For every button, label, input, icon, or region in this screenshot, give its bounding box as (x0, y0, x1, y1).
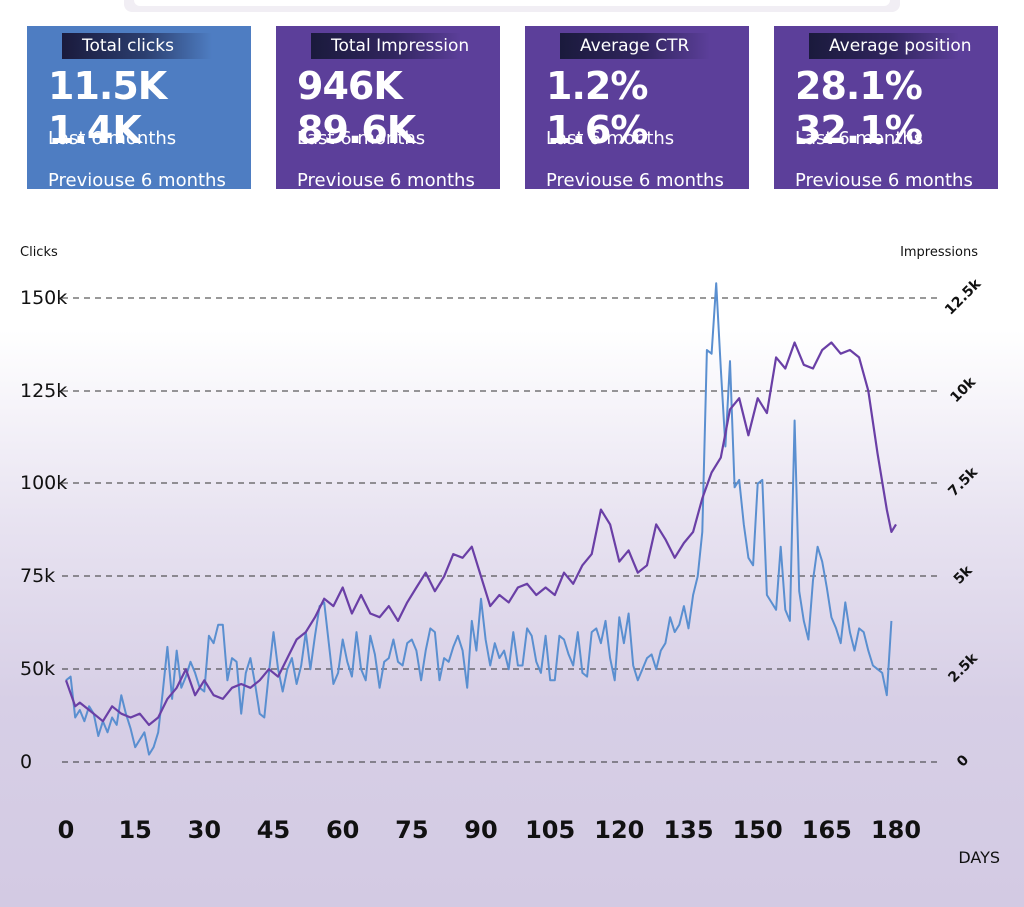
kpi-title: Average position (809, 33, 972, 59)
kpi-previous-label: Previouse 6 months (297, 170, 475, 191)
x-tick-label: 165 (802, 816, 852, 844)
kpi-current-value: 946K (297, 64, 403, 108)
y-left-tick-label: 0 (20, 751, 32, 773)
x-tick-label: 90 (464, 816, 497, 844)
kpi-previous-value: 1.4K (48, 108, 142, 152)
x-tick-label: 45 (257, 816, 290, 844)
y-right-tick-label: 10k (947, 374, 979, 406)
x-tick-label: 135 (663, 816, 713, 844)
x-axis-title: DAYS (958, 848, 1000, 867)
x-tick-label: 180 (871, 816, 921, 844)
kpi-title: Total Impression (311, 33, 469, 59)
kpi-card-average-ctr: Average CTR 1.2% Last 6 months 1.6% Prev… (525, 26, 749, 191)
x-tick-label: 0 (58, 816, 75, 844)
kpi-current-value: 1.2% (546, 64, 648, 108)
kpi-card-total-impression: Total Impression 946K Last 6 months 89.6… (276, 26, 500, 191)
kpi-title: Average CTR (560, 33, 710, 59)
y-right-tick-label: 12.5k (942, 276, 985, 319)
y-right-tick-label: 2.5k (945, 650, 981, 686)
series-line-impressions (64, 341, 897, 726)
x-tick-label: 15 (118, 816, 151, 844)
y-right-tick-label: 7.5k (945, 464, 981, 500)
y-left-tick-label: 150k (20, 287, 67, 309)
top-panel-edge (124, 0, 900, 12)
x-tick-label: 105 (525, 816, 575, 844)
y-left-tick-label: 50k (20, 658, 55, 680)
y-right-tick-label: 5k (951, 562, 976, 587)
y-left-tick-label: 125k (20, 380, 67, 402)
kpi-current-label: Last 6 months (48, 128, 177, 149)
top-panel-inner (134, 0, 890, 6)
kpi-current-value: 28.1% (795, 64, 923, 108)
x-tick-label: 150 (733, 816, 783, 844)
y-left-tick-label: 100k (20, 472, 67, 494)
kpi-previous-label: Previouse 6 months (48, 170, 226, 191)
kpi-card-total-clicks: Total clicks 11.5K Last 6 months 1.4K Pr… (27, 26, 251, 191)
series-line-clicks (65, 282, 893, 756)
kpi-current-value: 11.5K (48, 64, 167, 108)
x-tick-label: 60 (326, 816, 359, 844)
kpi-title: Total clicks (62, 33, 212, 59)
x-tick-label: 120 (594, 816, 644, 844)
y-right-axis-title: Impressions (900, 245, 978, 260)
y-left-axis-title: Clicks (20, 245, 58, 260)
kpi-previous-value: 89.6K (297, 108, 416, 152)
x-tick-label: 75 (395, 816, 428, 844)
kpi-previous-label: Previouse 6 months (795, 170, 973, 191)
kpi-previous-value: 32.1% (795, 108, 923, 152)
y-left-tick-label: 75k (20, 565, 55, 587)
y-right-tick-label: 0 (954, 752, 972, 770)
x-tick-label: 30 (188, 816, 221, 844)
kpi-previous-label: Previouse 6 months (546, 170, 724, 191)
kpi-card-average-position: Average position 28.1% Last 6 months 32.… (774, 26, 998, 191)
kpi-current-label: Last 6 months (795, 128, 924, 149)
kpi-previous-value: 1.6% (546, 108, 648, 152)
kpi-current-label: Last 6 months (297, 128, 426, 149)
kpi-current-label: Last 6 months (546, 128, 675, 149)
